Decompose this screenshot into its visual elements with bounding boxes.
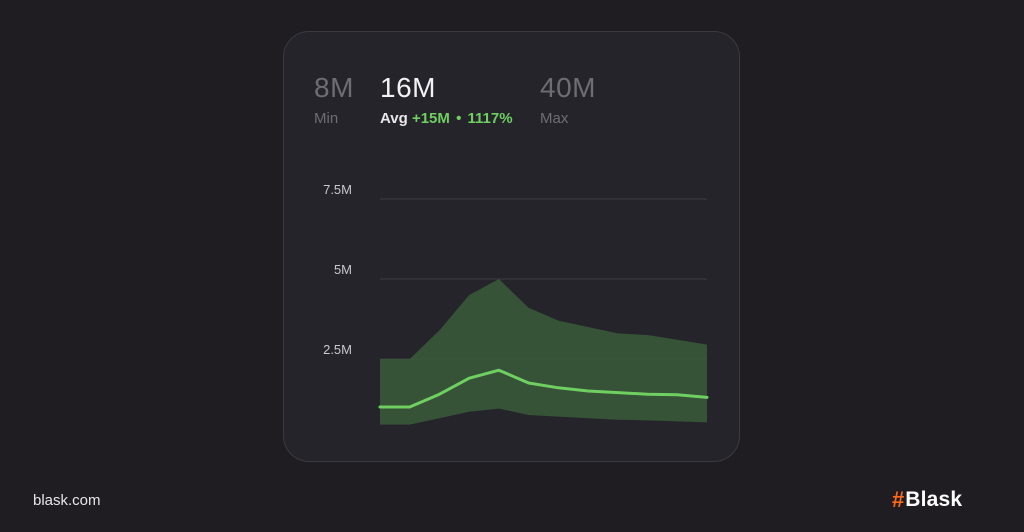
stat-min[interactable]: 8M Min (314, 72, 354, 128)
data-point-10 (676, 393, 679, 396)
data-point-6 (557, 386, 560, 389)
stat-avg-label: Avg (380, 110, 408, 127)
brand-name: Blask (905, 488, 963, 511)
stat-avg-change: +15M (411, 110, 450, 127)
y-tick-label-1: 5M (334, 262, 352, 277)
y-tick-label-0: 2.5M (323, 342, 352, 357)
stat-avg[interactable]: 16M Avg +15M • 1117% (380, 72, 513, 128)
stat-max-value: 40M (540, 72, 596, 103)
data-point-4 (497, 369, 500, 372)
stat-avg-value: 16M (380, 72, 436, 103)
y-tick-label-2: 7.5M (323, 182, 352, 197)
stat-max[interactable]: 40M Max (540, 72, 596, 128)
data-point-2 (438, 393, 441, 396)
stat-avg-label-row: Avg +15M • 1117% (380, 110, 513, 128)
data-point-9 (646, 393, 649, 396)
data-point-5 (527, 382, 530, 385)
stats-card: 8M Min 16M Avg +15M • 1117% 40M Max 2.5M… (283, 31, 740, 462)
brand-hash-icon: # (892, 487, 905, 512)
data-point-3 (468, 377, 471, 380)
stat-min-label: Min (314, 110, 339, 127)
data-point-1 (408, 406, 411, 409)
brand-logo: # Blask (892, 489, 962, 511)
footer-url[interactable]: blask.com (33, 492, 101, 509)
data-point-0 (379, 406, 382, 409)
stat-avg-percent: 1117% (467, 110, 513, 127)
data-point-7 (587, 390, 590, 393)
stat-min-value: 8M (314, 72, 354, 103)
data-point-8 (616, 391, 619, 394)
range-band (380, 279, 707, 425)
series-line (378, 368, 709, 409)
stat-max-label: Max (540, 110, 569, 127)
data-point-11 (706, 396, 709, 399)
stat-avg-separator: • (456, 110, 462, 127)
area-chart: 2.5M 5M 7.5M (323, 182, 709, 425)
